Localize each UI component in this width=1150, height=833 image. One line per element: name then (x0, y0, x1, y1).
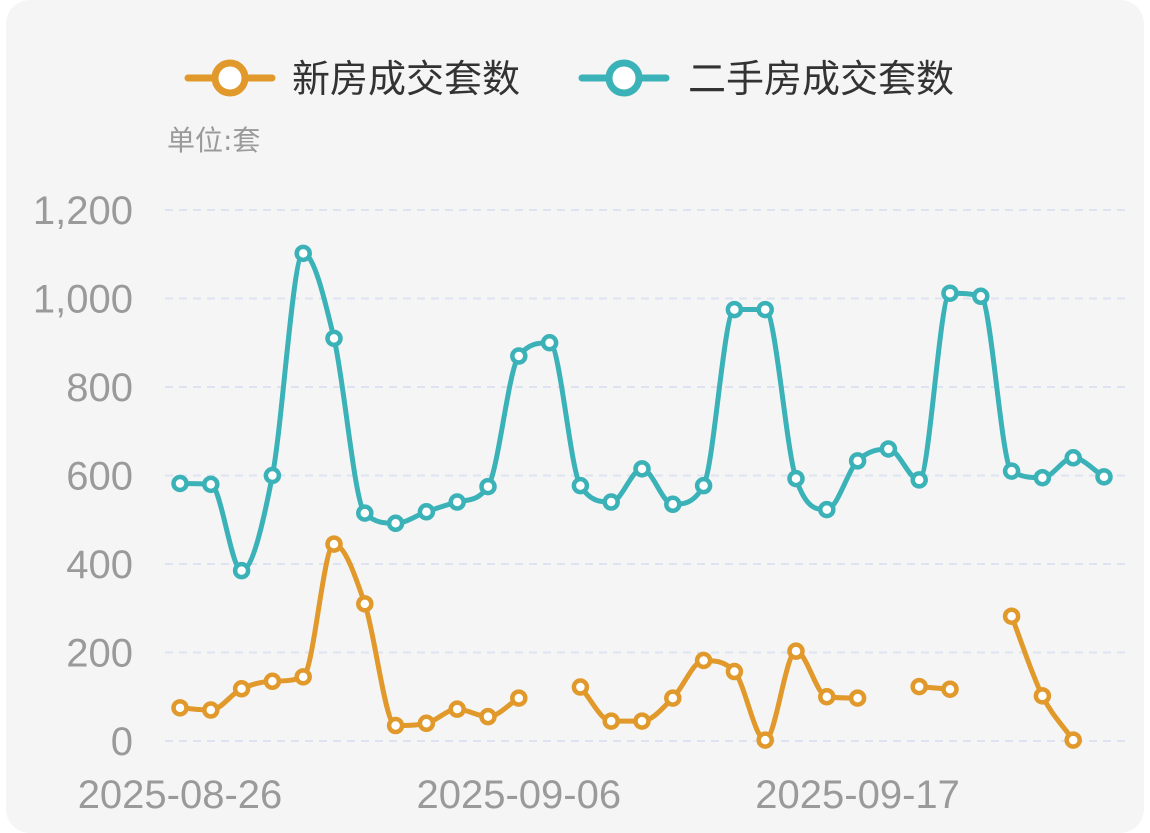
data-point-second[interactable] (386, 514, 405, 533)
data-point-second[interactable] (1002, 462, 1021, 480)
data-point-new[interactable] (1064, 731, 1082, 749)
data-point-second[interactable] (694, 476, 713, 495)
x-tick-label: 2025-09-06 (416, 773, 621, 817)
y-tick-label: 800 (66, 366, 133, 410)
y-tick-label: 0 (111, 720, 133, 764)
legend-item-new[interactable]: 新房成交套数 (184, 57, 520, 101)
data-point-second[interactable] (448, 493, 466, 511)
data-point-new[interactable] (910, 677, 928, 696)
data-point-second[interactable] (910, 471, 928, 489)
data-point-second[interactable] (479, 477, 497, 496)
data-point-second[interactable] (633, 460, 651, 478)
y-tick-label: 400 (66, 543, 133, 587)
series-line-new (177, 541, 522, 729)
data-point-new[interactable] (386, 716, 405, 735)
x-tick-label: 2025-08-26 (78, 773, 283, 817)
legend-marker (605, 59, 643, 97)
data-point-new[interactable] (510, 689, 528, 707)
data-point-new[interactable] (202, 701, 220, 719)
data-point-new[interactable] (1033, 687, 1052, 705)
y-tick-label: 600 (66, 455, 133, 499)
data-point-second[interactable] (232, 561, 251, 580)
y-tick-label: 1,200 (33, 189, 133, 233)
data-point-second[interactable] (571, 476, 590, 495)
data-point-second[interactable] (972, 287, 990, 306)
y-tick-label: 1,000 (33, 278, 133, 322)
data-point-new[interactable] (171, 699, 189, 717)
legend-item-second[interactable]: 二手房成交套数 (578, 57, 954, 101)
data-point-second[interactable] (1064, 449, 1082, 467)
unit-label: 单位:套 (167, 124, 260, 157)
data-point-second[interactable] (787, 469, 805, 488)
data-point-new[interactable] (756, 731, 774, 749)
data-point-new[interactable] (818, 688, 836, 706)
data-point-new[interactable] (294, 668, 312, 686)
data-point-new[interactable] (664, 689, 682, 707)
legend-label: 新房成交套数 (292, 57, 520, 101)
data-point-second[interactable] (540, 334, 559, 352)
data-point-second[interactable] (1095, 468, 1113, 486)
legend-label: 二手房成交套数 (688, 57, 954, 101)
legend-marker (211, 59, 249, 97)
data-point-second[interactable] (848, 452, 867, 470)
data-point-new[interactable] (571, 678, 590, 696)
series-line-second (177, 250, 1107, 574)
series-line-new (577, 648, 861, 743)
data-point-new[interactable] (633, 712, 651, 730)
x-tick-label: 2025-09-17 (755, 773, 960, 817)
data-point-new[interactable] (325, 535, 343, 553)
data-point-second[interactable] (356, 504, 374, 522)
data-point-new[interactable] (1002, 607, 1021, 625)
data-point-second[interactable] (263, 466, 282, 485)
data-point-new[interactable] (941, 680, 959, 698)
data-point-new[interactable] (263, 672, 282, 691)
data-point-second[interactable] (602, 493, 620, 511)
data-point-new[interactable] (356, 595, 374, 613)
data-point-second[interactable] (171, 474, 189, 493)
y-tick-label: 200 (66, 632, 133, 676)
data-point-second[interactable] (417, 503, 436, 521)
series-line-new (1009, 613, 1076, 743)
data-point-new[interactable] (479, 707, 497, 726)
data-point-second[interactable] (756, 300, 774, 319)
data-point-new[interactable] (232, 680, 251, 698)
series-new (171, 535, 1082, 749)
data-point-second[interactable] (294, 244, 312, 263)
data-point-second[interactable] (725, 300, 744, 319)
data-point-second[interactable] (879, 440, 898, 458)
data-point-new[interactable] (848, 689, 867, 707)
data-point-second[interactable] (325, 329, 343, 348)
data-point-second[interactable] (941, 284, 959, 302)
data-point-second[interactable] (664, 495, 682, 514)
data-point-new[interactable] (448, 700, 466, 718)
data-point-second[interactable] (1033, 468, 1052, 487)
data-point-new[interactable] (694, 651, 713, 670)
data-point-second[interactable] (818, 500, 836, 519)
series-second (171, 244, 1113, 580)
data-point-second[interactable] (202, 475, 220, 494)
data-point-new[interactable] (725, 662, 744, 681)
data-point-new[interactable] (417, 714, 436, 733)
data-point-new[interactable] (602, 712, 620, 730)
data-point-new[interactable] (787, 642, 805, 660)
data-point-second[interactable] (510, 347, 528, 365)
